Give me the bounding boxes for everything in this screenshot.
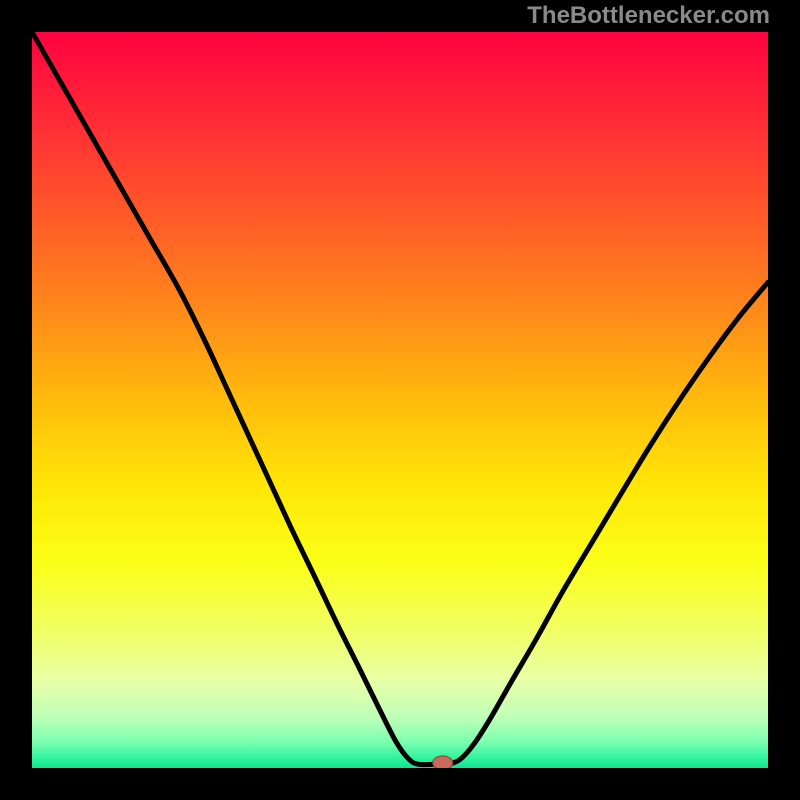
gradient-background xyxy=(32,32,768,768)
bottleneck-curve-chart xyxy=(32,32,768,768)
plot-area xyxy=(32,32,768,768)
watermark-text: TheBottlenecker.com xyxy=(527,2,770,30)
optimal-point-marker xyxy=(433,756,453,768)
canvas: TheBottlenecker.com xyxy=(0,0,800,800)
